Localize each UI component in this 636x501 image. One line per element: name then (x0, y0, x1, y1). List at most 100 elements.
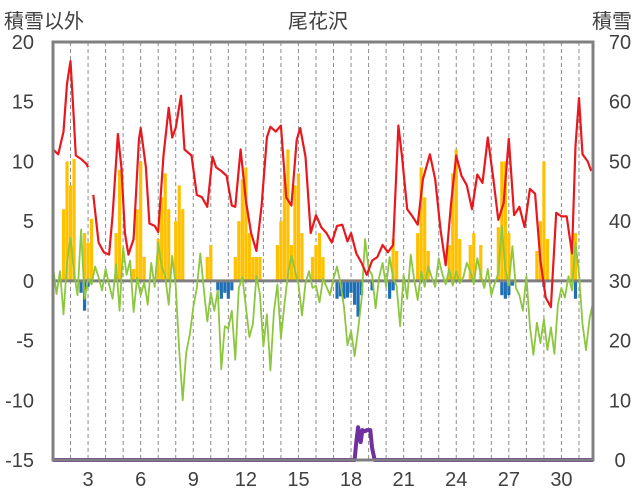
series-orange-bars (61, 149, 578, 281)
orange-bar (391, 239, 395, 281)
orange-bar (479, 245, 483, 281)
orange-bar (500, 161, 504, 281)
blue-bar (223, 280, 227, 293)
orange-bar (454, 149, 458, 281)
right-tick-label: 0 (614, 450, 625, 472)
orange-bar (237, 221, 241, 281)
orange-bar (416, 233, 420, 281)
orange-bar (507, 233, 511, 281)
orange-bar (503, 161, 507, 281)
orange-bar (573, 233, 578, 281)
orange-bar (114, 233, 118, 281)
orange-bar (68, 185, 73, 281)
orange-bar (244, 167, 248, 281)
x-tick-label: 30 (550, 469, 572, 491)
bar-layer (61, 149, 578, 317)
orange-bar (282, 173, 287, 281)
blue-bar (573, 280, 578, 299)
orange-bar (156, 239, 160, 281)
orange-bar (447, 245, 451, 281)
left-tick-label: 15 (12, 92, 34, 114)
orange-bar (61, 209, 66, 281)
blue-bar (391, 280, 395, 291)
right-tick-label: 70 (609, 32, 631, 54)
right-axis-title: 積雪 (592, 10, 632, 33)
orange-bar (451, 173, 455, 281)
orange-bar (317, 233, 322, 281)
left-tick-label: 20 (12, 32, 34, 54)
right-axis-ticks: 70 60 50 40 30 20 10 0 (609, 32, 631, 472)
orange-bar (468, 245, 472, 281)
orange-bar (86, 242, 90, 281)
left-tick-label: 10 (12, 151, 34, 173)
blue-bar (352, 280, 357, 305)
orange-bar (205, 256, 209, 281)
orange-bar (142, 256, 146, 281)
orange-bar (251, 256, 255, 281)
blue-bar (349, 280, 353, 293)
orange-bar (72, 159, 76, 281)
orange-bar (160, 197, 164, 281)
x-tick-label: 18 (340, 469, 362, 491)
series-purple-line (53, 425, 593, 462)
orange-bar (423, 197, 427, 281)
blue-bar (510, 280, 514, 286)
orange-bar (321, 256, 325, 281)
left-tick-label: 0 (23, 271, 34, 293)
blue-bar (507, 280, 511, 296)
blue-bar (388, 280, 392, 299)
orange-bar (65, 161, 69, 281)
blue-bar (342, 280, 346, 299)
left-tick-label: 5 (23, 211, 34, 233)
orange-bar (132, 268, 136, 281)
right-tick-label: 30 (609, 271, 631, 293)
orange-bar (181, 209, 185, 281)
series-green-line (52, 225, 594, 402)
blue-bar (230, 280, 234, 291)
orange-bar (258, 256, 262, 281)
orange-bar (293, 185, 297, 281)
orange-bar (118, 169, 122, 281)
orange-bar (240, 179, 244, 281)
orange-bar (163, 173, 167, 281)
left-tick-label: -5 (16, 331, 34, 353)
right-tick-label: 40 (609, 211, 631, 233)
orange-bar (289, 245, 294, 281)
x-axis-ticks: 3 6 9 12 15 18 21 24 27 30 (83, 469, 573, 491)
orange-bar (254, 256, 258, 281)
orange-bar (279, 221, 283, 281)
blue-bar (500, 280, 504, 296)
x-tick-label: 3 (83, 469, 94, 491)
orange-bar (233, 256, 237, 281)
blue-bar (356, 280, 360, 317)
x-tick-label: 27 (498, 469, 520, 491)
series-red-line (52, 60, 593, 309)
blue-bar (79, 280, 83, 293)
chart-title: 尾花沢 (288, 10, 348, 33)
orange-bar (300, 233, 304, 281)
x-tick-label: 15 (287, 469, 309, 491)
orange-bar (177, 185, 181, 281)
orange-bar (542, 161, 546, 281)
blue-bar (226, 280, 230, 299)
blue-bar (370, 280, 374, 291)
orange-bar (472, 233, 476, 281)
orange-bar (89, 218, 94, 281)
x-tick-label: 21 (393, 469, 415, 491)
orange-bar (419, 167, 423, 281)
blue-bar (216, 280, 220, 291)
right-tick-label: 60 (609, 92, 631, 114)
orange-bar (535, 251, 539, 281)
orange-bar (496, 227, 500, 281)
plot-frame (51, 40, 595, 462)
orange-bar (296, 173, 301, 281)
right-tick-label: 20 (609, 331, 631, 353)
right-tick-label: 10 (609, 390, 631, 412)
blue-bar (503, 280, 507, 299)
blue-bar (335, 280, 339, 299)
orange-bar (458, 239, 462, 281)
left-axis-ticks: 20 15 10 5 0 -5 -10 -15 (5, 32, 34, 472)
orange-bar (395, 251, 399, 281)
orange-bar (247, 233, 251, 281)
orange-bar (209, 245, 213, 281)
